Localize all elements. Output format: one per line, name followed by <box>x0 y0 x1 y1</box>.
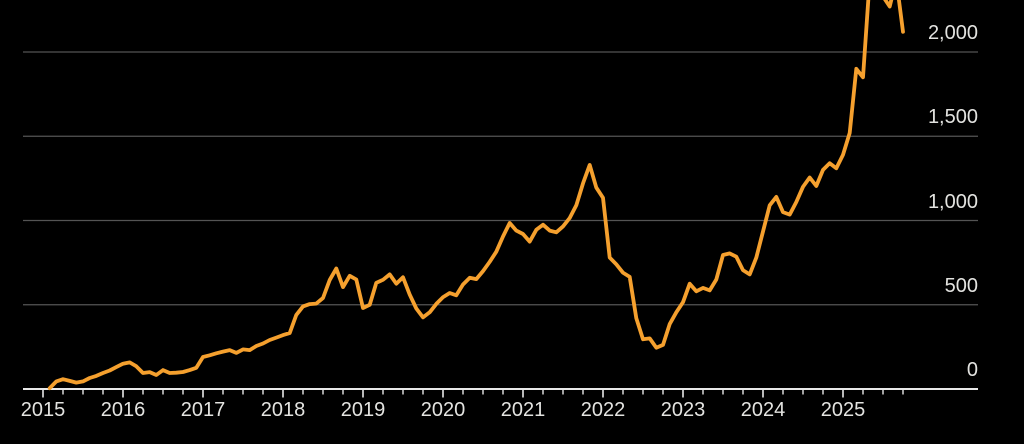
price-line-series <box>47 0 905 391</box>
x-axis-label: 2025 <box>820 399 866 421</box>
y-axis-label: 1,000 <box>927 190 978 213</box>
x-axis-label: 2018 <box>260 399 306 421</box>
x-axis-label: 2022 <box>580 399 626 421</box>
x-axis-label: 2020 <box>420 399 466 421</box>
y-axis-label: 0 <box>966 359 978 381</box>
x-axis-label: 2021 <box>500 399 546 421</box>
x-axis-ticks <box>42 389 904 398</box>
x-axis-label: 2023 <box>660 399 706 421</box>
x-axis-label: 2015 <box>20 399 66 421</box>
x-axis-label: 2016 <box>100 399 146 421</box>
y-axis-label: 500 <box>944 274 978 297</box>
gridlines <box>23 51 978 306</box>
x-axis-label: 2017 <box>180 399 226 421</box>
y-axis-label: 2,000 <box>927 22 978 44</box>
y-axis-label: 1,500 <box>927 106 978 129</box>
x-axis-label: 2019 <box>340 399 386 421</box>
x-axis-label: 2024 <box>740 399 786 421</box>
